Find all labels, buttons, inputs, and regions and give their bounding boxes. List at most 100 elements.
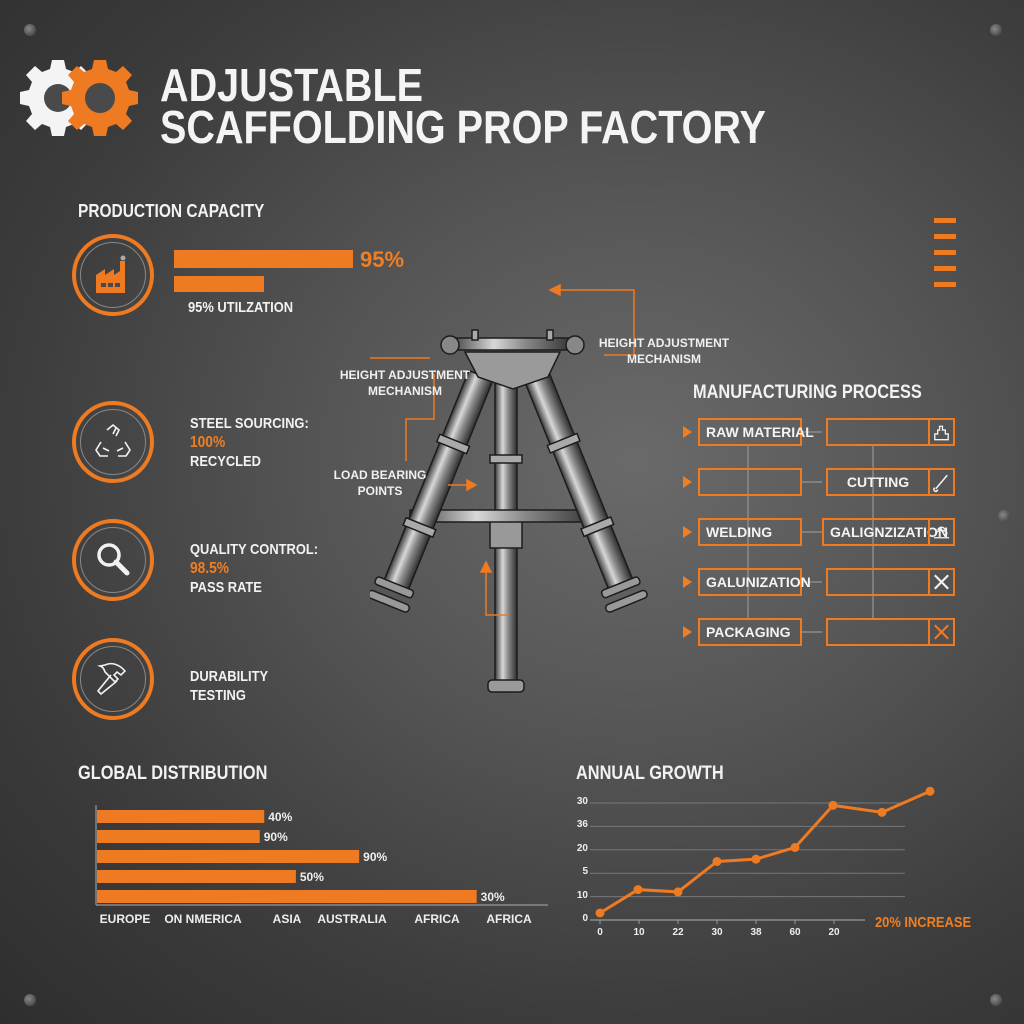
label-line: POINTS [357,484,403,498]
distribution-bar [97,810,265,823]
stack-icon [928,518,955,546]
rivet [998,510,1010,522]
process-step-left[interactable]: RAW MATERIAL [698,418,814,446]
process-step-left[interactable]: GALUNIZATION [698,568,811,596]
process-step-right[interactable] [826,418,930,446]
growth-heading: ANNUAL GROWTH [576,763,724,784]
growth-point [633,885,643,895]
rivet [24,994,36,1006]
x-tick-label: 20 [828,927,840,938]
y-tick-label: 5 [582,866,588,878]
y-tick-label: 36 [576,819,588,831]
capacity-bar [174,250,353,268]
height-adjustment-label-left: HEIGHT ADJUSTMENT MECHANISM [338,367,472,399]
growth-point [877,807,887,817]
process-connectors [747,431,874,633]
wrench-cross-icon [928,618,955,646]
magnifier-icon [72,519,154,601]
process-step-right[interactable] [826,568,930,596]
bar-data-label: 40% [268,810,293,824]
growth-point [595,908,605,918]
growth-point [828,800,838,810]
distribution-bar [97,890,477,903]
distribution-heading: GLOBAL DISTRIBUTION [78,763,268,784]
process-arrow-icon [683,626,692,638]
label-line: MECHANISM [627,352,701,366]
stat-label: QUALITY CONTROL: [190,541,319,558]
rivet [24,24,36,36]
x-tick-label: AUSTRALIA [317,912,387,926]
rivet [990,24,1002,36]
label-line: LOAD BEARING [333,468,427,482]
height-adjustment-label-right: HEIGHT ADJUSTMENT MECHANISM [596,335,732,367]
rivet [990,994,1002,1006]
x-tick-label: AFRICA [414,912,460,926]
x-tick-label: 22 [672,927,684,938]
growth-annotation: 20% INCREASE [875,914,972,931]
process-step-right[interactable] [826,618,930,646]
y-tick-label: 0 [582,913,588,924]
growth-point [673,887,683,897]
x-tick-label: 38 [750,927,762,938]
scaffolding-prop-diagram [370,283,648,693]
distribution-bar [97,830,260,843]
page-title-line2: SCAFFOLDING PROP FACTORY [160,101,766,153]
process-arrow-icon [683,526,692,538]
x-tick-label: AFRICA [486,912,532,926]
load-bearing-label: LOAD BEARING POINTS [330,467,430,499]
bar-data-label: 90% [363,850,388,864]
growth-point [751,854,761,864]
stat-value: 98.5% [190,560,230,577]
stat-caption: TESTING [190,687,246,704]
quality-control-stat: QUALITY CONTROL: 98.5% PASS RATE [190,540,318,597]
label-line: HEIGHT ADJUSTMENT [598,336,730,350]
process-arrow-icon [683,476,692,488]
production-heading: PRODUCTION CAPACITY [78,201,265,221]
process-step-left[interactable] [698,468,802,496]
bar-data-label: 50% [299,870,324,884]
utilization-bar [174,276,265,292]
capacity-value: 95% [360,247,405,272]
page-title-line1: ADJUSTABLE [160,59,424,111]
bar-data-label: 30% [480,890,505,904]
process-step-left[interactable]: PACKAGING [698,618,802,646]
process-step-left[interactable]: WELDING [698,518,802,546]
steel-sourcing-stat: STEEL SOURCING: 100% RECYCLED [190,414,309,471]
stat-value: 100% [190,434,226,451]
x-tick-label: EUROPE [99,912,151,926]
x-tick-label: ON NMERICA [164,912,242,926]
process-arrow-icon [683,576,692,588]
stat-label: DURABILITY [190,668,269,685]
growth-point [790,842,800,852]
growth-point [925,786,935,796]
stat-caption: PASS RATE [190,579,262,596]
growth-line [599,789,931,915]
y-tick-label: 20 [576,842,588,854]
x-tick-label: 60 [789,927,801,938]
x-tick-label: ASIA [272,912,302,926]
gears-icon [20,60,138,136]
stat-label: STEEL SOURCING: [190,415,309,432]
process-step-right[interactable]: GALIGNZIZATION [822,518,948,546]
distribution-bar [97,870,296,883]
distribution-bar [97,850,360,863]
machine-icon [928,418,955,446]
label-line: HEIGHT ADJUSTMENT [339,368,471,382]
process-step-right[interactable]: CUTTING [826,468,930,496]
bar-data-label: 90% [263,830,288,844]
x-tick-label: 10 [633,927,645,938]
y-tick-label: 10 [576,889,588,901]
x-tick-label: 30 [711,927,723,938]
recycle-icon [72,401,154,483]
durability-stat: DURABILITY TESTING [190,667,268,705]
tools-cross-icon [928,568,955,596]
factory-icon [72,234,154,316]
process-arrow-icon [683,426,692,438]
cutter-icon [928,468,955,496]
process-heading: MANUFACTURING PROCESS [693,382,922,403]
utilization-caption: 95% UTILZATION [188,299,294,316]
label-line: MECHANISM [368,384,442,398]
growth-point [712,857,722,866]
stat-caption: RECYCLED [190,453,261,470]
y-tick-label: 30 [576,796,588,807]
